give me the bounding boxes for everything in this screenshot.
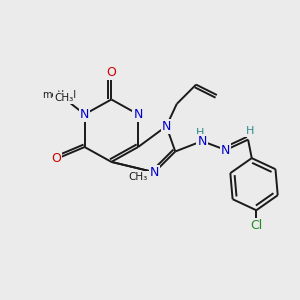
Text: O: O	[51, 152, 61, 165]
Text: N: N	[150, 166, 159, 179]
Text: methyl: methyl	[42, 90, 76, 100]
Text: N: N	[197, 135, 207, 148]
Text: N: N	[80, 108, 89, 121]
Text: O: O	[106, 66, 116, 79]
Text: N: N	[134, 108, 143, 121]
Text: H: H	[196, 128, 205, 138]
Text: CH₃: CH₃	[54, 93, 74, 103]
Text: CH₃: CH₃	[128, 172, 148, 182]
Text: H: H	[245, 126, 254, 136]
Text: Cl: Cl	[250, 219, 262, 232]
Text: N: N	[221, 143, 230, 157]
Text: N: N	[162, 120, 171, 133]
